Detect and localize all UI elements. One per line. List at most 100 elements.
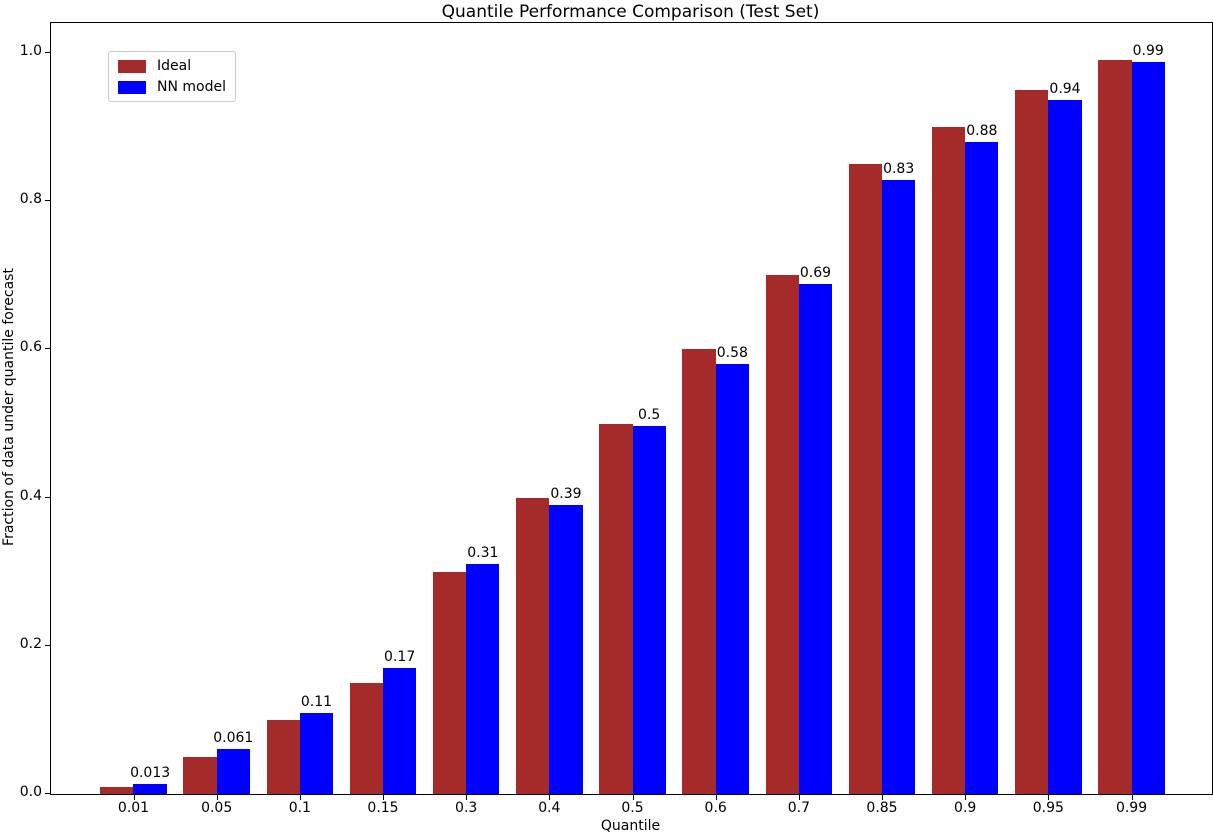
bar-group: 0.061 [183, 23, 254, 794]
y-tick-mark [45, 348, 50, 350]
bar-nn-model [133, 784, 167, 794]
bar-nn-model [466, 564, 500, 794]
bar-group: 0.88 [931, 23, 999, 794]
bar-value-label: 0.39 [550, 486, 582, 503]
bar-nn-model [383, 668, 417, 794]
legend-item-ideal: Ideal [118, 58, 226, 74]
bar-ideal [349, 682, 383, 794]
chart-title: Quantile Performance Comparison (Test Se… [441, 2, 820, 22]
bar-ideal [266, 719, 300, 794]
bar-value-label: 0.99 [1132, 42, 1164, 59]
bar-nn-model [1131, 61, 1165, 794]
bar-value-label: 0.17 [384, 649, 416, 666]
bar-nn-model [299, 712, 334, 794]
y-tick-label: 0.8 [19, 191, 42, 208]
x-tick-label: 0.5 [621, 800, 644, 816]
bar-group: 0.99 [1098, 23, 1165, 794]
bar-nn-model [216, 748, 250, 794]
x-tick-mark [1131, 795, 1133, 800]
y-tick-mark [45, 496, 50, 498]
x-tick-label: 0.4 [538, 800, 561, 816]
x-tick-mark [965, 795, 967, 800]
bar-ideal [100, 786, 134, 794]
x-tick-mark [798, 795, 800, 800]
x-tick-label: 0.05 [201, 800, 233, 816]
y-tick-label: 0.2 [19, 635, 42, 652]
bar-value-label: 0.5 [638, 406, 661, 423]
x-tick-label: 0.85 [866, 800, 898, 816]
plot-area: Ideal NN model 0.013 0.061 0.11 0.17 0.31 0.3… [50, 22, 1213, 795]
bar-nn-model [798, 284, 833, 794]
legend-item-nn-model: NN model [118, 79, 226, 95]
bar-nn-model [715, 364, 749, 794]
bar-group: 0.5 [599, 23, 666, 794]
bar-group: 0.69 [765, 23, 833, 794]
bar-ideal [432, 571, 467, 794]
legend: Ideal NN model [108, 51, 236, 102]
y-tick-mark [45, 200, 50, 202]
y-tick-label: 1.0 [19, 43, 42, 59]
bar-group: 0.31 [432, 23, 500, 794]
x-tick-mark [383, 795, 384, 800]
bar-value-label: 0.94 [1049, 80, 1081, 97]
x-tick-mark [632, 795, 634, 800]
bar-nn-model [632, 425, 666, 794]
bar-ideal [1015, 90, 1049, 794]
x-tick-mark [549, 795, 551, 800]
x-tick-mark [466, 795, 468, 800]
bar-value-label: 0.69 [799, 265, 832, 282]
y-axis-label: Fraction of data under quantile forecast [1, 268, 17, 546]
bar-nn-model [1048, 99, 1082, 794]
bar-value-label: 0.83 [883, 161, 915, 178]
x-axis-label: Quantile [600, 818, 661, 834]
bar-nn-model [549, 505, 583, 794]
x-tick-label: 0.7 [787, 800, 810, 816]
bar-group: 0.17 [349, 23, 417, 794]
bar-group: 0.39 [516, 23, 583, 794]
x-tick-mark [299, 795, 301, 800]
x-tick-label: 0.95 [1032, 800, 1064, 816]
y-tick-mark [45, 644, 50, 646]
y-tick-mark [45, 52, 50, 53]
x-tick-label: 0.01 [117, 800, 150, 816]
bar-ideal [1098, 60, 1132, 794]
legend-label-nn-model: NN model [157, 79, 226, 95]
legend-label-ideal: Ideal [157, 58, 192, 74]
y-tick-label: 0.0 [19, 784, 42, 800]
bar-nn-model [882, 180, 916, 794]
bar-value-label: 0.013 [130, 765, 171, 782]
bar-value-label: 0.88 [966, 122, 998, 139]
x-tick-label: 0.6 [704, 800, 727, 816]
x-tick-mark [133, 795, 135, 800]
y-tick-label: 0.4 [19, 487, 42, 504]
bar-ideal [931, 127, 966, 794]
bar-ideal [599, 423, 633, 794]
x-tick-label: 0.99 [1115, 800, 1148, 816]
x-tick-label: 0.9 [954, 800, 977, 816]
legend-swatch-nn-model-icon [118, 80, 146, 94]
legend-swatch-ideal-icon [118, 59, 146, 73]
bar-value-label: 0.11 [300, 693, 333, 710]
bar-value-label: 0.58 [716, 345, 748, 362]
bar-ideal [183, 756, 217, 794]
bar-group: 0.94 [1015, 23, 1082, 794]
x-tick-label: 0.15 [367, 800, 399, 816]
bar-group: 0.11 [266, 23, 334, 794]
bar-ideal [682, 349, 716, 794]
bar-group: 0.83 [848, 23, 916, 794]
x-tick-mark [216, 795, 218, 800]
bar-ideal [516, 497, 550, 794]
y-tick-label: 0.6 [19, 339, 42, 356]
bar-nn-model [965, 141, 999, 794]
x-tick-mark [882, 795, 884, 800]
x-tick-label: 0.3 [455, 800, 478, 816]
bar-group: 0.58 [682, 23, 749, 794]
bar-ideal [765, 275, 799, 794]
x-tick-mark [1048, 795, 1050, 800]
bar-value-label: 0.061 [213, 729, 254, 746]
y-tick-mark [45, 793, 50, 794]
bar-ideal [848, 164, 883, 794]
x-tick-label: 0.1 [288, 800, 311, 816]
x-tick-mark [715, 795, 717, 800]
